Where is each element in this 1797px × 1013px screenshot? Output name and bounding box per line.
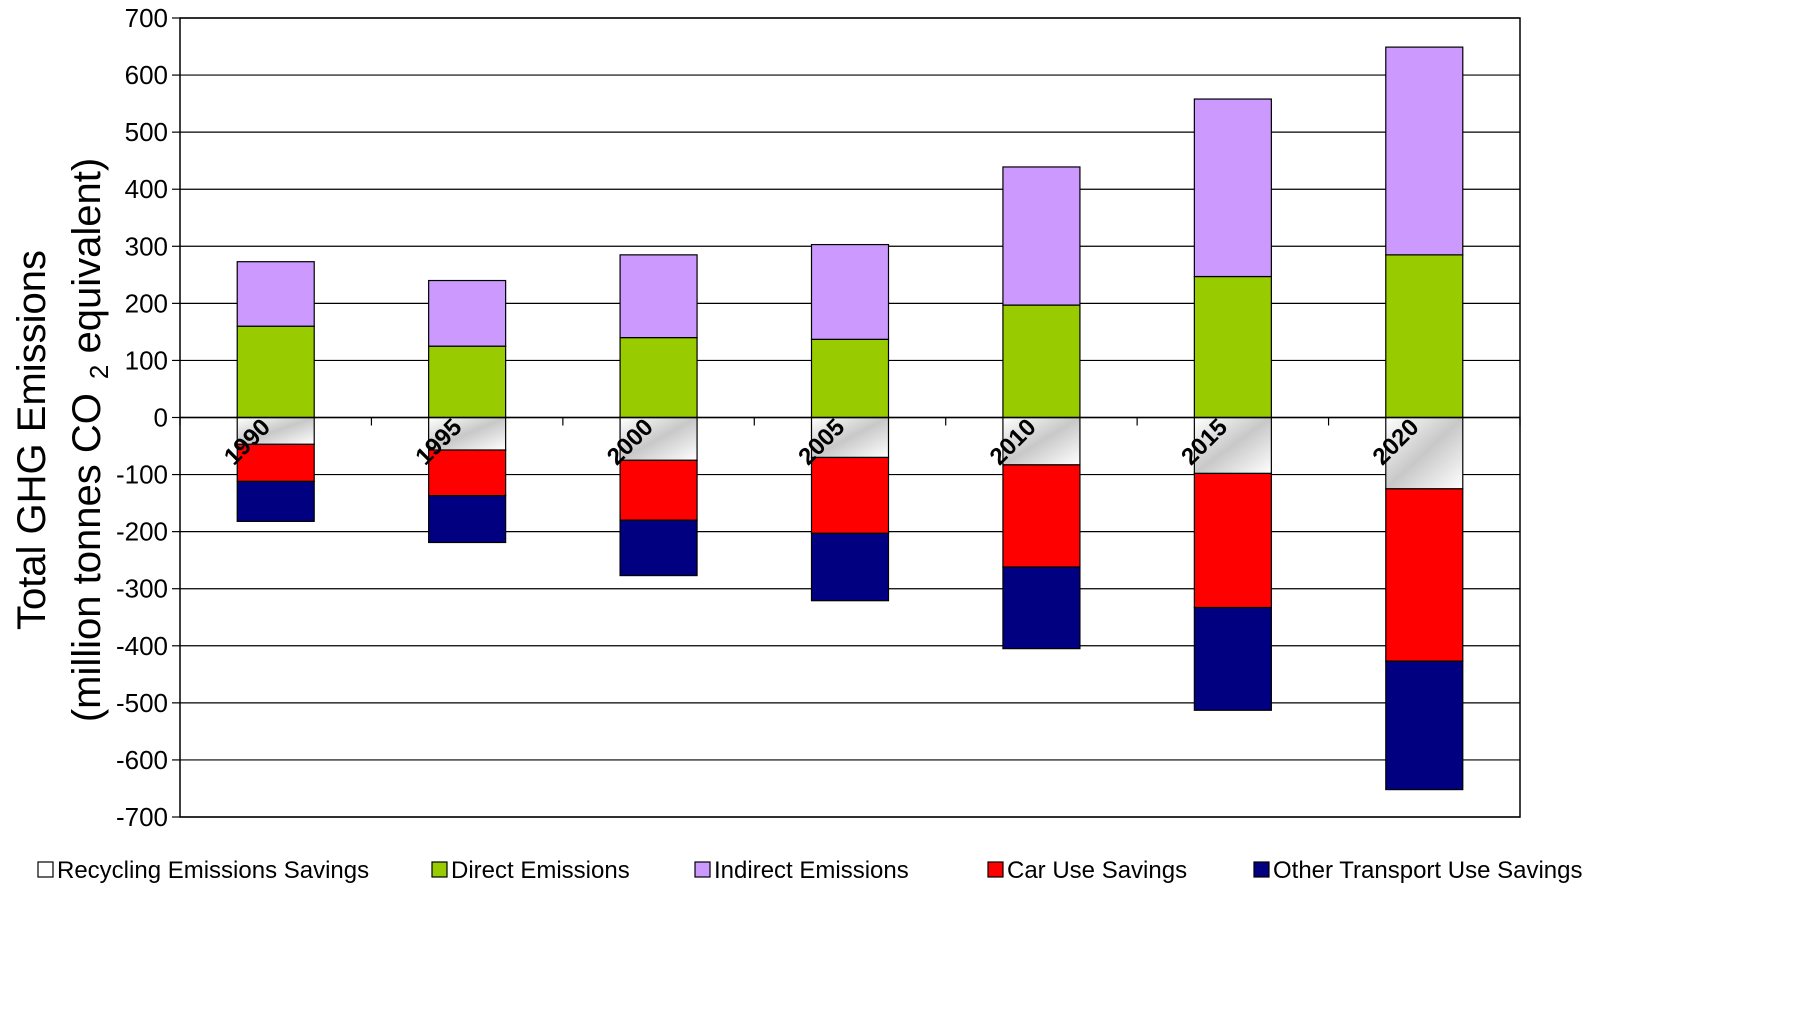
y-tick-label: -400 — [116, 631, 168, 661]
legend-label: Car Use Savings — [1007, 857, 1187, 884]
bar-segment-other-transport-use-savings-1990 — [236, 480, 315, 522]
y-tick-label: -200 — [116, 517, 168, 547]
y-tick-label: 200 — [125, 288, 168, 318]
axes — [179, 17, 1521, 818]
legend: Recycling Emissions Savings Direct Emissi… — [37, 857, 1582, 884]
bar-segment-direct-emissions-2010 — [1002, 304, 1081, 419]
y-tick-label: -300 — [116, 574, 168, 604]
y-tick-labels: 700 600 500 400 300 200 100 0 -100 -200 -300 -400 -5… — [116, 3, 168, 832]
y-axis-title: Total GHG Emissions — [10, 250, 54, 630]
bar-segment-direct-emissions-2020 — [1385, 254, 1464, 419]
bar-segment-direct-emissions-1995 — [428, 345, 507, 419]
y-axis-subtitle: (million tonnes CO 2 equivalent) — [65, 158, 114, 722]
y-tick-label: 700 — [125, 3, 168, 33]
legend-swatch — [987, 861, 1004, 878]
y-axis-subtitle-subscript: 2 — [84, 365, 114, 379]
y-tick-label: 0 — [154, 403, 168, 433]
y-axis-subtitle-suffix: equivalent) — [65, 158, 109, 365]
bar-segment-car-use-savings-2015 — [1193, 472, 1272, 609]
bar-segment-car-use-savings-2020 — [1385, 488, 1464, 662]
bar-segment-indirect-emissions-2015 — [1193, 98, 1272, 278]
bar-segment-other-transport-use-savings-1995 — [428, 495, 507, 544]
bar-segment-recycling-emissions-savings-2000 — [619, 416, 698, 461]
legend-swatch — [694, 861, 711, 878]
bar-segment-car-use-savings-2005 — [810, 456, 890, 534]
legend-label: Indirect Emissions — [714, 857, 909, 884]
bar-segment-recycling-emissions-savings-2005 — [810, 416, 890, 459]
y-tick-label: -600 — [116, 745, 168, 775]
bar-segment-direct-emissions-2005 — [810, 338, 890, 419]
bar-segment-car-use-savings-1990 — [236, 443, 315, 483]
y-tick-label: 300 — [125, 231, 168, 261]
bar-segment-recycling-emissions-savings-1995 — [428, 416, 507, 451]
legend-label: Other Transport Use Savings — [1273, 857, 1582, 884]
bar-segment-indirect-emissions-2005 — [810, 243, 890, 340]
bar-segment-recycling-emissions-savings-2020 — [1385, 416, 1464, 490]
y-tick-label: -700 — [116, 802, 168, 832]
bar-segment-indirect-emissions-1995 — [428, 279, 507, 347]
y-axis-subtitle-prefix: (million tonnes CO — [65, 393, 109, 722]
bar-segment-indirect-emissions-2000 — [619, 254, 698, 339]
bar-segment-other-transport-use-savings-2000 — [619, 519, 698, 577]
legend-swatch — [1253, 861, 1270, 878]
y-tick-label: 400 — [125, 174, 168, 204]
bar-segment-car-use-savings-2010 — [1002, 464, 1081, 568]
y-tick-label: 500 — [125, 117, 168, 147]
bar-segment-car-use-savings-2000 — [619, 459, 698, 521]
bar-segment-recycling-emissions-savings-1990 — [236, 416, 315, 445]
bar-segment-other-transport-use-savings-2020 — [1385, 660, 1464, 791]
legend-label: Direct Emissions — [451, 857, 630, 884]
bar-segment-car-use-savings-1995 — [428, 449, 507, 497]
bar-segment-other-transport-use-savings-2005 — [810, 532, 890, 602]
y-tick-label: -100 — [116, 460, 168, 490]
legend-swatch — [37, 861, 54, 878]
bar-segment-indirect-emissions-2020 — [1385, 46, 1464, 256]
bar-segment-other-transport-use-savings-2015 — [1193, 606, 1272, 711]
legend-swatch — [431, 861, 448, 878]
y-tick-label: -500 — [116, 688, 168, 718]
bar-segment-indirect-emissions-2010 — [1002, 166, 1081, 306]
bar-segment-direct-emissions-2000 — [619, 337, 698, 419]
bars — [236, 46, 1464, 791]
bar-segment-other-transport-use-savings-2010 — [1002, 566, 1081, 650]
y-tick-label: 100 — [125, 345, 168, 375]
legend-label: Recycling Emissions Savings — [57, 857, 369, 884]
bar-segment-direct-emissions-1990 — [236, 325, 315, 419]
bar-segment-indirect-emissions-1990 — [236, 261, 315, 327]
bar-segment-direct-emissions-2015 — [1193, 275, 1272, 419]
y-tick-label: 600 — [125, 60, 168, 90]
